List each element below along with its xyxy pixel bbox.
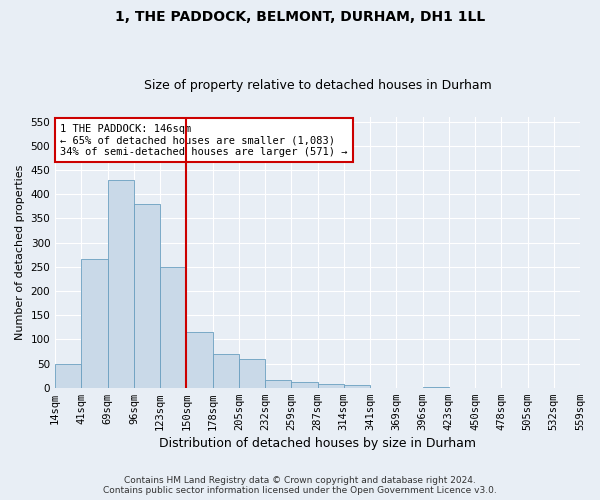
Bar <box>82 260 107 388</box>
Text: 1 THE PADDOCK: 146sqm
← 65% of detached houses are smaller (1,083)
34% of semi-d: 1 THE PADDOCK: 146sqm ← 65% of detached … <box>61 124 348 157</box>
Bar <box>160 266 187 388</box>
Bar <box>292 382 317 388</box>
Bar <box>134 204 160 388</box>
Title: Size of property relative to detached houses in Durham: Size of property relative to detached ho… <box>144 79 491 92</box>
Bar <box>317 384 344 388</box>
Bar <box>212 354 239 388</box>
Bar <box>55 364 82 388</box>
Text: 1, THE PADDOCK, BELMONT, DURHAM, DH1 1LL: 1, THE PADDOCK, BELMONT, DURHAM, DH1 1LL <box>115 10 485 24</box>
Bar <box>344 386 370 388</box>
Bar <box>187 332 212 388</box>
Bar <box>422 386 449 388</box>
X-axis label: Distribution of detached houses by size in Durham: Distribution of detached houses by size … <box>159 437 476 450</box>
Bar <box>107 180 134 388</box>
Bar <box>265 380 292 388</box>
Text: Contains HM Land Registry data © Crown copyright and database right 2024.
Contai: Contains HM Land Registry data © Crown c… <box>103 476 497 495</box>
Bar <box>239 358 265 388</box>
Y-axis label: Number of detached properties: Number of detached properties <box>15 164 25 340</box>
